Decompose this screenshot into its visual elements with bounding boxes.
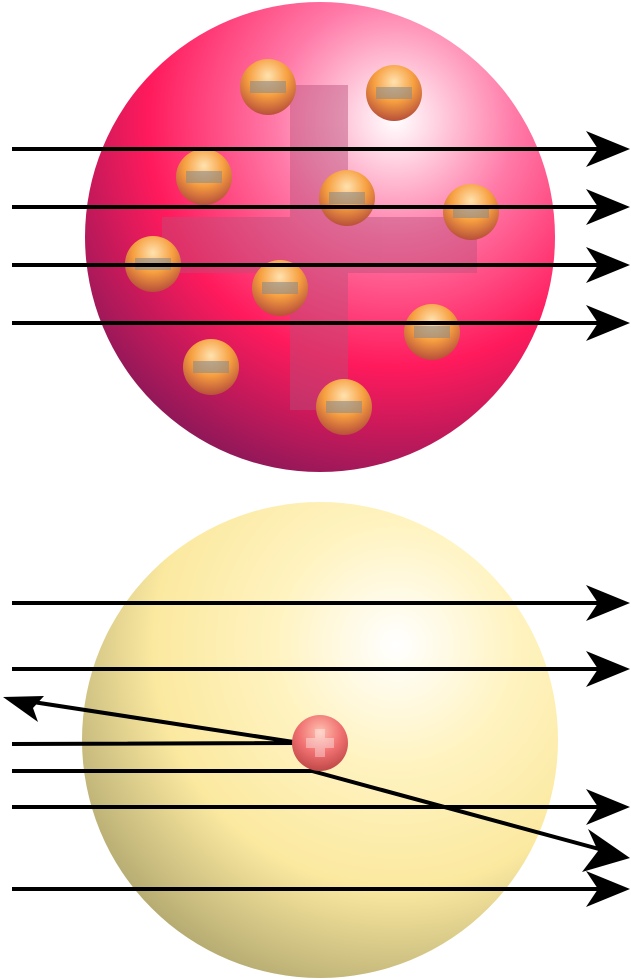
plus-icon bbox=[306, 729, 334, 757]
minus-icon bbox=[414, 326, 450, 338]
arrow bbox=[12, 305, 630, 341]
electron bbox=[366, 65, 422, 121]
straight-arrows-bottom bbox=[12, 585, 630, 907]
electron bbox=[240, 59, 296, 115]
arrow bbox=[12, 189, 630, 225]
electron bbox=[316, 379, 372, 435]
electron bbox=[404, 304, 460, 360]
minus-icon bbox=[262, 282, 298, 294]
electron bbox=[183, 339, 239, 395]
straight-arrows-top bbox=[12, 131, 630, 341]
arrow bbox=[12, 247, 630, 283]
nucleus bbox=[292, 715, 348, 771]
electron bbox=[443, 184, 499, 240]
minus-icon bbox=[250, 81, 286, 93]
arrow bbox=[12, 131, 630, 167]
electron bbox=[176, 149, 232, 205]
plum-pudding-model bbox=[12, 2, 630, 472]
minus-icon bbox=[186, 171, 222, 183]
minus-icon bbox=[329, 192, 365, 204]
arrow bbox=[12, 871, 630, 907]
electron bbox=[252, 260, 308, 316]
arrow bbox=[12, 585, 630, 621]
minus-icon bbox=[193, 361, 229, 373]
minus-icon bbox=[326, 401, 362, 413]
deflected-arrow-down bbox=[12, 769, 630, 872]
minus-icon bbox=[376, 87, 412, 99]
arrow bbox=[12, 651, 630, 687]
electron bbox=[319, 170, 375, 226]
nuclear-model bbox=[3, 502, 630, 978]
arrow bbox=[12, 789, 630, 825]
